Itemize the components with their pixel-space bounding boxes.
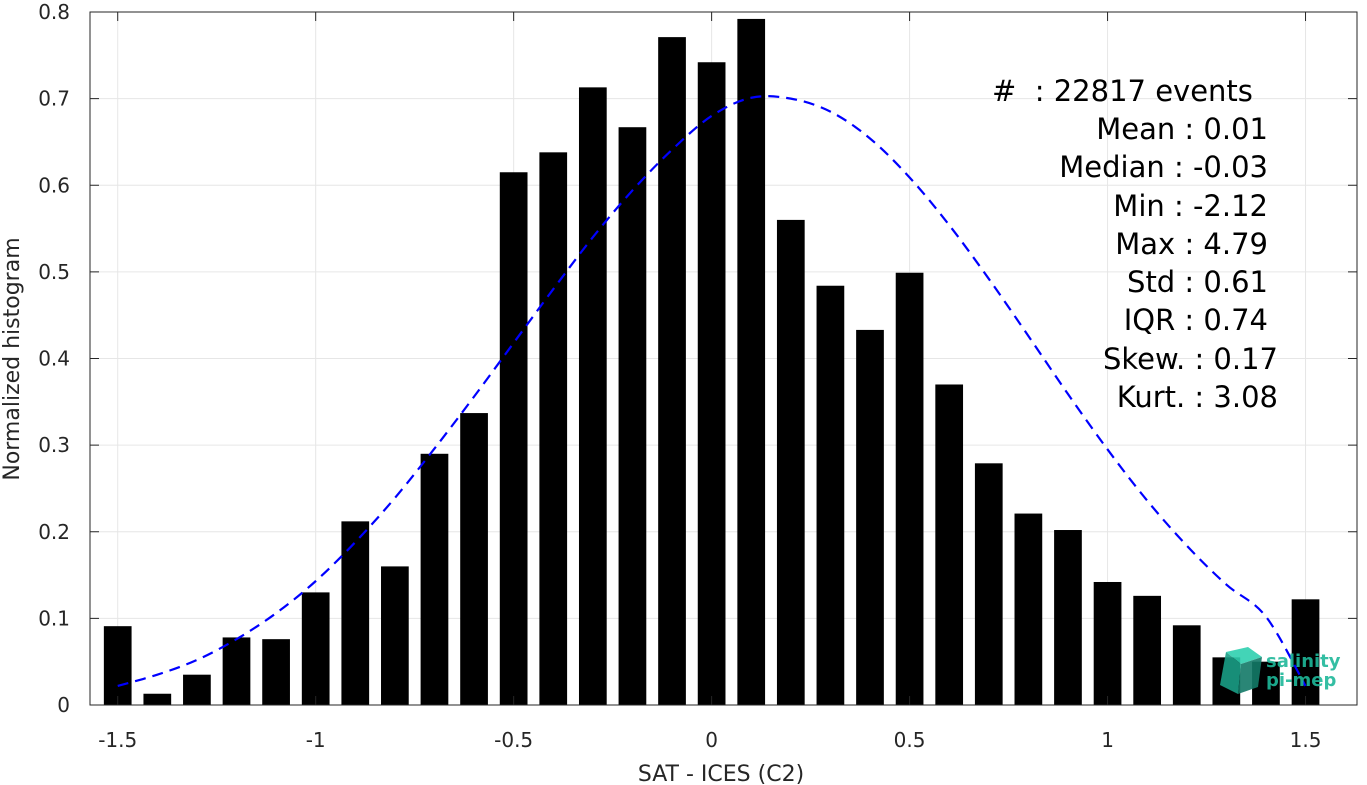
histogram-bar-11 — [539, 152, 568, 705]
histogram-bar-10 — [499, 172, 528, 706]
histogram-bar-24 — [1054, 530, 1082, 705]
histogram-bar-0 — [103, 626, 132, 705]
histogram-bar-13 — [618, 127, 647, 706]
histogram-bar-16 — [737, 18, 766, 706]
y-tick-label: 0.7 — [38, 87, 70, 111]
histogram-bar-26 — [1133, 595, 1162, 705]
y-tick-label: 0.1 — [38, 606, 70, 630]
axis-ticks — [90, 11, 1357, 706]
histogram-bar-14 — [658, 37, 686, 705]
histogram-bar-5 — [301, 592, 330, 705]
histogram-bar-1 — [143, 693, 172, 705]
histogram-bar-8 — [420, 453, 449, 705]
x-tick-label: 0 — [705, 728, 718, 752]
histogram-bar-23 — [1014, 513, 1043, 705]
histogram-bar-7 — [381, 566, 409, 705]
stat-min: Min : -2.12 — [1113, 189, 1268, 223]
y-axis-label: Normalized histogram — [0, 237, 25, 480]
x-tick-labels: -1.5 -1 -0.5 0 0.5 1 1.5 — [98, 728, 1321, 752]
histogram-bar-22 — [974, 463, 1003, 705]
y-tick-label: 0.6 — [38, 173, 70, 197]
x-tick-label: -1.5 — [98, 728, 137, 752]
y-tick-label: 0.8 — [38, 0, 70, 24]
histogram-bars — [103, 18, 1320, 706]
histogram-bar-19 — [856, 329, 884, 705]
stat-events: # : 22817 events — [992, 74, 1253, 108]
stat-skew: Skew. : 0.17 — [1103, 342, 1278, 376]
stat-kurt: Kurt. : 3.08 — [1117, 380, 1278, 414]
logo-text-line1: salinity — [1266, 651, 1341, 672]
stat-median: Median : -0.03 — [1059, 150, 1268, 184]
stat-iqr: IQR : 0.74 — [1124, 303, 1268, 337]
histogram-bar-25 — [1093, 581, 1122, 705]
gaussian-fit-curve — [117, 95, 1307, 688]
histogram-bar-15 — [697, 62, 726, 706]
histogram-bar-30 — [1291, 599, 1320, 705]
histogram-bar-21 — [935, 384, 964, 705]
histogram-bar-20 — [895, 272, 924, 705]
x-axis-label: SAT - ICES (C2) — [638, 762, 804, 785]
stat-std: Std : 0.61 — [1127, 265, 1268, 299]
y-tick-labels: 0 0.1 0.2 0.3 0.4 0.5 0.6 0.7 0.8 — [38, 0, 70, 717]
histogram-bar-27 — [1172, 625, 1201, 705]
y-tick-label: 0 — [57, 693, 70, 717]
y-tick-label: 0.3 — [38, 433, 70, 457]
histogram-bar-12 — [578, 87, 607, 705]
x-tick-label: 1 — [1101, 728, 1114, 752]
histogram-bar-18 — [816, 285, 845, 705]
salinity-pimep-logo: salinity pi-mep — [1220, 647, 1341, 694]
y-tick-label: 0.5 — [38, 260, 70, 284]
cube-icon — [1220, 647, 1262, 694]
histogram-bar-2 — [183, 674, 211, 705]
y-tick-label: 0.2 — [38, 520, 70, 544]
stat-mean: Mean : 0.01 — [1096, 112, 1268, 146]
histogram-bar-4 — [262, 639, 290, 705]
y-tick-label: 0.4 — [38, 347, 70, 371]
logo-text-line2: pi-mep — [1266, 670, 1336, 691]
x-tick-label: 1.5 — [1290, 728, 1322, 752]
histogram-bar-3 — [222, 637, 251, 705]
stat-max: Max : 4.79 — [1115, 227, 1268, 261]
histogram-bar-17 — [776, 219, 805, 705]
histogram-bar-9 — [460, 413, 488, 705]
statistics-box: # : 22817 events Mean : 0.01 Median : -0… — [992, 74, 1278, 414]
x-tick-label: 0.5 — [894, 728, 926, 752]
histogram-bar-6 — [341, 521, 370, 705]
x-tick-label: -0.5 — [494, 728, 533, 752]
x-tick-label: -1 — [306, 728, 326, 752]
